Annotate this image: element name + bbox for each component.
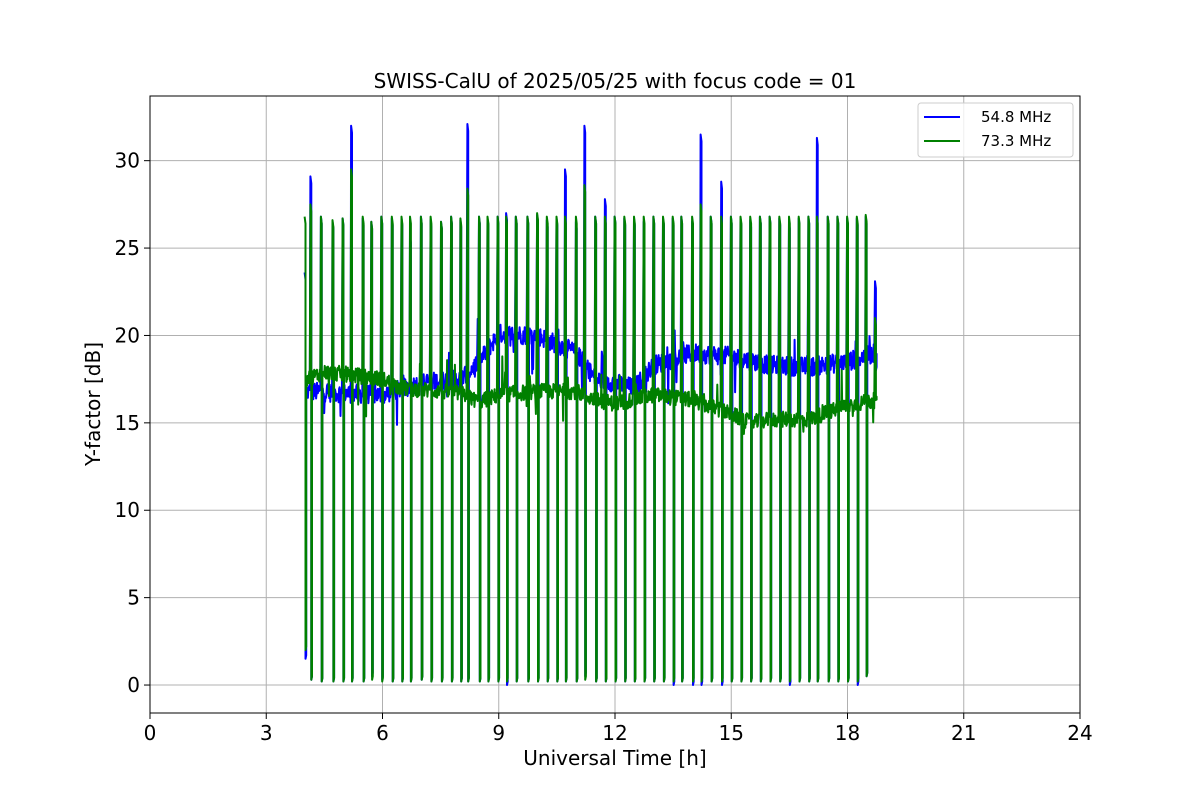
- y-tick-label: 20: [115, 323, 140, 347]
- x-tick-label: 9: [492, 721, 505, 745]
- legend-label-54-8-mhz: 54.8 MHz: [981, 108, 1051, 126]
- x-tick-label: 3: [260, 721, 273, 745]
- x-tick-label: 18: [835, 721, 860, 745]
- y-tick-label: 0: [127, 673, 140, 697]
- series-layer: [303, 123, 878, 686]
- x-axis-label: Universal Time [h]: [523, 746, 706, 770]
- y-axis-ticks: 0 5 10 15 20 25 30: [115, 149, 150, 697]
- series-73-3-mhz: [303, 168, 878, 683]
- y-axis-label: Y-factor [dB]: [81, 342, 105, 467]
- legend: 54.8 MHz 73.3 MHz: [917, 102, 1074, 158]
- x-tick-label: 12: [602, 721, 627, 745]
- y-tick-label: 15: [115, 411, 140, 435]
- y-tick-label: 25: [115, 236, 140, 260]
- x-axis-ticks: 0 3 6 9 12 15 18 21 24: [144, 713, 1093, 745]
- legend-label-73-3-mhz: 73.3 MHz: [981, 132, 1051, 150]
- x-tick-label: 15: [719, 721, 744, 745]
- y-tick-label: 10: [115, 498, 140, 522]
- x-tick-label: 21: [951, 721, 976, 745]
- x-tick-label: 6: [376, 721, 389, 745]
- x-tick-label: 24: [1067, 721, 1092, 745]
- chart-title: SWISS-CalU of 2025/05/25 with focus code…: [374, 69, 857, 93]
- series-line: [303, 168, 878, 683]
- x-tick-label: 0: [144, 721, 157, 745]
- y-tick-label: 5: [127, 586, 140, 610]
- y-tick-label: 30: [115, 149, 140, 173]
